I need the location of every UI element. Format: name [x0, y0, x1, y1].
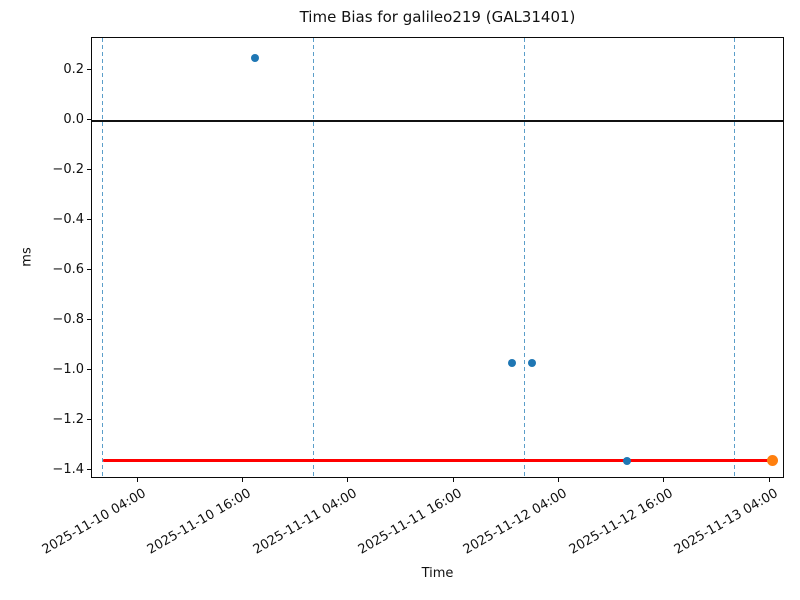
x-tick-label: 2025-11-12 04:00: [460, 486, 570, 558]
y-tick-mark: [87, 269, 91, 271]
bias-observations-marker: [528, 359, 537, 368]
bias-observations-marker: [623, 456, 631, 465]
y-tick-label: 0.2: [63, 61, 84, 77]
y-tick-label: −1.4: [52, 461, 84, 477]
bias-observations-marker: [250, 54, 259, 63]
x-tick-mark: [136, 478, 138, 482]
x-tick-label: 2025-11-13 04:00: [671, 486, 781, 558]
y-axis-label: ms: [19, 247, 35, 267]
y-tick-label: −0.8: [52, 311, 84, 327]
x-tick-label: 2025-11-11 04:00: [250, 486, 360, 558]
x-tick-mark: [663, 478, 665, 482]
y-tick-label: −1.0: [52, 361, 84, 377]
y-tick-mark: [87, 319, 91, 321]
chart-title: Time Bias for galileo219 (GAL31401): [299, 8, 576, 26]
x-tick-label: 2025-11-10 16:00: [144, 486, 254, 558]
y-tick-label: −0.2: [52, 161, 84, 177]
day-gridline: [313, 38, 315, 477]
y-tick-mark: [87, 219, 91, 221]
y-tick-mark: [87, 419, 91, 421]
x-tick-mark: [768, 478, 770, 482]
x-tick-mark: [452, 478, 454, 482]
bias-observations-marker: [508, 359, 516, 368]
x-tick-mark: [347, 478, 349, 482]
x-tick-label: 2025-11-10 04:00: [39, 486, 149, 558]
bias-line-line: [102, 459, 773, 463]
x-axis-label: Time: [421, 566, 454, 581]
y-tick-mark: [87, 169, 91, 171]
axes: [91, 37, 784, 478]
y-tick-label: −0.6: [52, 261, 84, 277]
day-gridline: [734, 38, 736, 477]
zero-line: [92, 119, 783, 122]
y-tick-mark: [87, 69, 91, 71]
y-tick-label: −1.2: [52, 411, 84, 427]
day-gridline: [102, 38, 104, 477]
y-tick-label: 0.0: [63, 111, 84, 127]
y-tick-mark: [87, 369, 91, 371]
latest-bias-point-marker: [767, 455, 779, 467]
x-tick-label: 2025-11-11 16:00: [355, 486, 465, 558]
x-tick-label: 2025-11-12 16:00: [566, 486, 676, 558]
y-tick-mark: [87, 119, 91, 121]
x-tick-mark: [557, 478, 559, 482]
x-tick-mark: [241, 478, 243, 482]
y-tick-label: −0.4: [52, 211, 84, 227]
y-tick-mark: [87, 469, 91, 471]
day-gridline: [523, 38, 525, 477]
